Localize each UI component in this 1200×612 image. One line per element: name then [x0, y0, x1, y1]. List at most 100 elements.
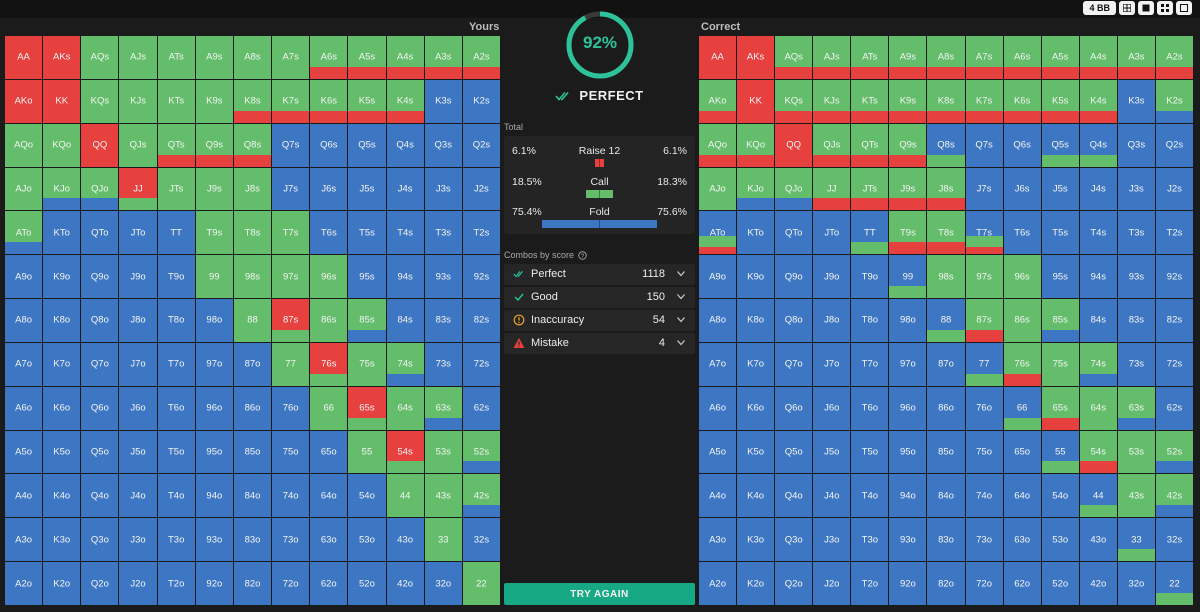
hand-cell[interactable]: 73s	[1117, 342, 1155, 386]
help-icon[interactable]: ?	[578, 250, 587, 260]
hand-cell[interactable]: Q5o	[775, 430, 813, 474]
hand-cell[interactable]: AJs	[119, 36, 157, 79]
hand-cell[interactable]: 43o	[1079, 518, 1117, 562]
hand-cell[interactable]: 44	[1079, 474, 1117, 518]
hand-cell[interactable]: T2s	[1155, 211, 1193, 255]
hand-cell[interactable]: T2o	[851, 562, 889, 605]
hand-cell[interactable]: A4o	[699, 474, 737, 518]
hand-cell[interactable]: T4o	[851, 474, 889, 518]
hand-cell[interactable]: J4o	[813, 474, 851, 518]
hand-cell[interactable]: Q7s	[965, 123, 1003, 167]
hand-cell[interactable]: A7o	[5, 342, 43, 386]
hand-cell[interactable]: T3s	[424, 211, 462, 255]
hand-cell[interactable]: T5s	[348, 211, 386, 255]
hand-cell[interactable]: A6s	[1003, 36, 1041, 79]
hand-cell[interactable]: 93s	[1117, 255, 1155, 299]
hand-cell[interactable]: 65s	[1041, 386, 1079, 430]
hand-cell[interactable]: J8s	[233, 167, 272, 211]
hand-cell[interactable]: AJo	[699, 167, 737, 211]
hand-cell[interactable]: 94o	[889, 474, 927, 518]
hand-cell[interactable]: 66	[1003, 386, 1041, 430]
grid-view-icon[interactable]	[1119, 1, 1135, 15]
hand-cell[interactable]: K5o	[43, 430, 81, 474]
hand-cell[interactable]: 64s	[386, 386, 424, 430]
hand-cell[interactable]: J9o	[119, 255, 157, 299]
hand-cell[interactable]: 43o	[386, 518, 424, 562]
hand-cell[interactable]: 53o	[1041, 518, 1079, 562]
hand-cell[interactable]: Q8s	[927, 123, 965, 167]
hand-cell[interactable]: 96s	[310, 255, 348, 299]
hand-cell[interactable]: ATs	[851, 36, 889, 79]
hand-cell[interactable]: Q8o	[775, 299, 813, 342]
hand-cell[interactable]: J6o	[813, 386, 851, 430]
stack-size-button[interactable]: 4 BB	[1083, 1, 1116, 15]
hand-cell[interactable]: 82s	[462, 299, 500, 342]
hand-cell[interactable]: AJs	[813, 36, 851, 79]
hand-cell[interactable]: K4o	[43, 474, 81, 518]
hand-cell[interactable]: J4s	[386, 167, 424, 211]
hand-cell[interactable]: A5s	[1041, 36, 1079, 79]
hand-cell[interactable]: J7o	[813, 342, 851, 386]
hand-cell[interactable]: 87s	[965, 299, 1003, 342]
hand-cell[interactable]: 73o	[965, 518, 1003, 562]
hand-cell[interactable]: 22	[462, 562, 500, 605]
hand-cell[interactable]: Q4o	[775, 474, 813, 518]
hand-cell[interactable]: 88	[233, 299, 272, 342]
hand-cell[interactable]: J5o	[813, 430, 851, 474]
hand-cell[interactable]: A6o	[699, 386, 737, 430]
hand-cell[interactable]: KTs	[157, 79, 195, 123]
hand-cell[interactable]: 73s	[424, 342, 462, 386]
hand-cell[interactable]: 76s	[310, 342, 348, 386]
hand-cell[interactable]: KJo	[43, 167, 81, 211]
hand-cell[interactable]: KJs	[813, 79, 851, 123]
hand-cell[interactable]: J5o	[119, 430, 157, 474]
hand-cell[interactable]: KQs	[775, 79, 813, 123]
hand-cell[interactable]: K7s	[272, 79, 310, 123]
hand-cell[interactable]: AKs	[43, 36, 81, 79]
hand-cell[interactable]: QTs	[157, 123, 195, 167]
hand-cell[interactable]: Q6o	[81, 386, 119, 430]
hand-cell[interactable]: T9s	[195, 211, 233, 255]
hand-cell[interactable]: J5s	[1041, 167, 1079, 211]
hand-cell[interactable]: J8o	[813, 299, 851, 342]
hand-cell[interactable]: J7o	[119, 342, 157, 386]
hand-cell[interactable]: JTs	[851, 167, 889, 211]
hand-cell[interactable]: K6o	[737, 386, 775, 430]
hand-cell[interactable]: 85o	[927, 430, 965, 474]
hand-cell[interactable]: 75s	[1041, 342, 1079, 386]
hand-cell[interactable]: A7s	[272, 36, 310, 79]
hand-cell[interactable]: 54o	[1041, 474, 1079, 518]
hand-cell[interactable]: 83s	[424, 299, 462, 342]
hand-cell[interactable]: K8s	[233, 79, 272, 123]
hand-cell[interactable]: 63s	[424, 386, 462, 430]
hand-cell[interactable]: 33	[424, 518, 462, 562]
hand-cell[interactable]: AA	[699, 36, 737, 79]
hand-cell[interactable]: JTo	[813, 211, 851, 255]
hand-cell[interactable]: K4o	[737, 474, 775, 518]
hand-cell[interactable]: Q8s	[233, 123, 272, 167]
hand-cell[interactable]: 96s	[1003, 255, 1041, 299]
hand-cell[interactable]: Q4o	[81, 474, 119, 518]
hand-cell[interactable]: A8o	[5, 299, 43, 342]
hand-cell[interactable]: 75o	[965, 430, 1003, 474]
hand-cell[interactable]: J3o	[119, 518, 157, 562]
hand-cell[interactable]: T6o	[157, 386, 195, 430]
hand-cell[interactable]: 76s	[1003, 342, 1041, 386]
hand-cell[interactable]: 32s	[462, 518, 500, 562]
hand-cell[interactable]: 65o	[310, 430, 348, 474]
hand-cell[interactable]: TT	[851, 211, 889, 255]
hand-cell[interactable]: Q7o	[775, 342, 813, 386]
hand-cell[interactable]: 64s	[1079, 386, 1117, 430]
hand-cell[interactable]: AKs	[737, 36, 775, 79]
hand-cell[interactable]: 62o	[1003, 562, 1041, 605]
hand-cell[interactable]: 62s	[1155, 386, 1193, 430]
hand-cell[interactable]: 74o	[272, 474, 310, 518]
hand-cell[interactable]: A6s	[310, 36, 348, 79]
hand-cell[interactable]: 72o	[272, 562, 310, 605]
hand-cell[interactable]: 84s	[1079, 299, 1117, 342]
hand-cell[interactable]: 83s	[1117, 299, 1155, 342]
hand-cell[interactable]: 32s	[1155, 518, 1193, 562]
hand-cell[interactable]: K3o	[43, 518, 81, 562]
hand-cell[interactable]: A9s	[889, 36, 927, 79]
hand-cell[interactable]: 87s	[272, 299, 310, 342]
